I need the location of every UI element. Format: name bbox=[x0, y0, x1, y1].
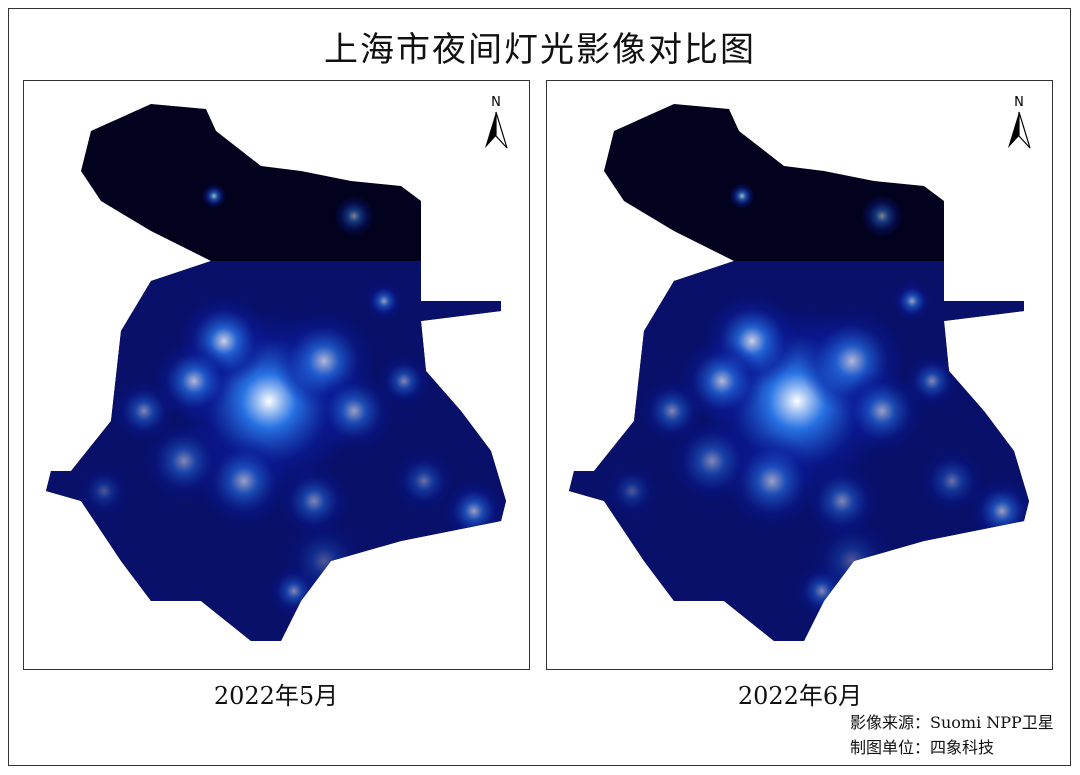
light-cluster bbox=[670, 419, 754, 503]
light-cluster bbox=[605, 464, 659, 518]
map-panel-june: N bbox=[546, 80, 1053, 670]
image-source: 影像来源：Suomi NPP卫星 bbox=[850, 713, 1054, 732]
map-frame bbox=[8, 8, 1071, 766]
light-cluster bbox=[279, 466, 349, 536]
light-cluster bbox=[334, 196, 374, 236]
light-cluster bbox=[893, 282, 931, 320]
light-cluster bbox=[144, 421, 224, 501]
caption-june: 2022年6月 bbox=[737, 682, 863, 710]
light-cluster bbox=[920, 449, 984, 513]
light-cluster bbox=[810, 519, 894, 603]
map-maker: 制图单位：四象科技 bbox=[850, 738, 995, 757]
map-panel-may: N bbox=[23, 80, 530, 670]
night-light-map bbox=[569, 104, 1029, 641]
light-cluster bbox=[284, 521, 364, 601]
night-light-map bbox=[46, 104, 506, 641]
light-cluster bbox=[154, 341, 234, 421]
light-cluster bbox=[840, 369, 924, 453]
north-label: N bbox=[1014, 95, 1024, 110]
light-cluster bbox=[394, 451, 454, 511]
north-label: N bbox=[491, 95, 501, 110]
light-cluster bbox=[805, 464, 879, 538]
light-cluster bbox=[729, 183, 755, 209]
north-arrow-icon: N bbox=[1004, 95, 1034, 154]
light-cluster bbox=[444, 481, 504, 541]
light-cluster bbox=[905, 354, 959, 408]
light-cluster bbox=[314, 371, 394, 451]
light-cluster bbox=[379, 356, 429, 406]
light-cluster bbox=[79, 466, 129, 516]
north-arrow-icon: N bbox=[481, 95, 511, 154]
credits: 影像来源：Suomi NPP卫星 制图单位：四象科技 bbox=[850, 710, 1054, 760]
caption-may: 2022年5月 bbox=[213, 682, 339, 710]
light-cluster bbox=[640, 379, 704, 443]
map-title: 上海市夜间灯光影像对比图 bbox=[324, 30, 756, 70]
light-cluster bbox=[861, 195, 903, 237]
light-cluster bbox=[114, 381, 174, 441]
light-cluster bbox=[202, 184, 226, 208]
light-cluster bbox=[366, 283, 402, 319]
